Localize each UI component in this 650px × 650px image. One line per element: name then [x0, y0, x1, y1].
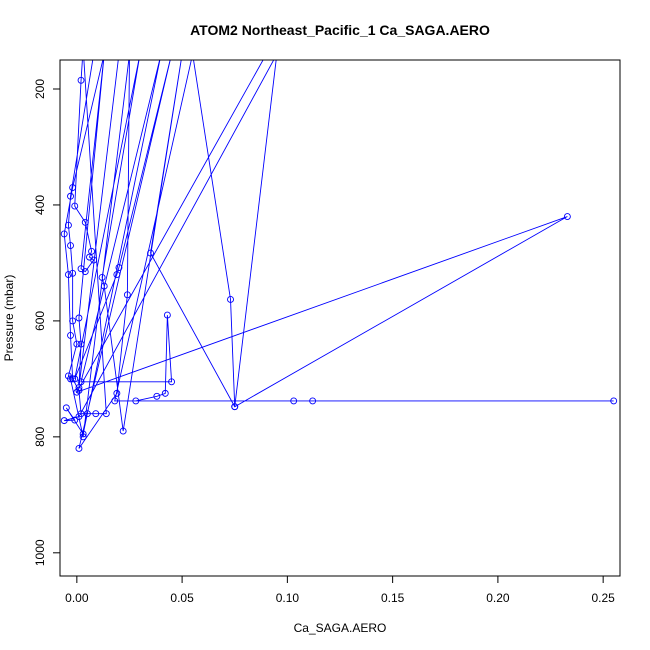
data-point [123, 291, 131, 299]
data-point [62, 404, 70, 412]
data-point [71, 416, 79, 424]
data-point [168, 378, 176, 386]
x-tick-label: 0.25 [591, 591, 615, 605]
data-point [69, 269, 77, 277]
x-axis-label: Ca_SAGA.AERO [294, 621, 387, 635]
x-tick-label: 0.00 [65, 591, 89, 605]
data-point [161, 389, 169, 397]
data-point [290, 397, 298, 405]
data-point [79, 430, 87, 438]
data-point [163, 311, 171, 319]
data-point [75, 384, 83, 392]
data-point [115, 264, 123, 272]
x-tick-label: 0.10 [276, 591, 300, 605]
y-tick-label: 600 [33, 311, 47, 331]
data-point [98, 273, 106, 281]
data-point [77, 76, 85, 84]
data-point [102, 410, 110, 418]
data-point [67, 375, 74, 383]
data-point [71, 202, 79, 210]
data-point [563, 213, 571, 220]
data-point [132, 397, 140, 405]
data-point [119, 427, 127, 435]
data-point [73, 388, 81, 396]
data-point [77, 378, 85, 386]
data-point [113, 271, 121, 278]
data-point [67, 242, 74, 249]
data-point [113, 389, 121, 397]
data-point [75, 413, 83, 421]
y-axis: 200 400 600 800 1000 [33, 79, 61, 566]
data-point [71, 375, 79, 383]
data-point [64, 271, 72, 278]
y-tick-label: 400 [33, 195, 47, 215]
data-point [69, 317, 77, 325]
data-point [231, 403, 239, 411]
x-axis: 0.00 0.05 0.10 0.15 0.20 0.25 [65, 575, 615, 605]
data-point [88, 247, 96, 255]
data-point [75, 387, 83, 394]
data-point [64, 221, 72, 229]
chart-title: ATOM2 Northeast_Pacific_1 Ca_SAGA.AERO [190, 22, 490, 38]
data-point [610, 397, 618, 405]
data-point [77, 340, 85, 348]
x-tick-label: 0.05 [170, 591, 194, 605]
data-point [92, 410, 100, 418]
data-point [309, 397, 317, 405]
data-point [79, 433, 87, 441]
x-tick-label: 0.20 [486, 591, 510, 605]
data-point [73, 340, 81, 348]
data-point [83, 410, 91, 418]
data-point [147, 249, 154, 257]
series-layer [60, 60, 618, 452]
data-point [75, 314, 83, 322]
data-point [90, 256, 98, 264]
data-point [75, 444, 83, 452]
data-point [60, 230, 68, 238]
data-point [67, 331, 74, 339]
data-point [67, 192, 74, 200]
data-point [153, 392, 161, 400]
data-point [81, 218, 89, 226]
data-point [100, 282, 108, 290]
data-point [77, 265, 85, 273]
data-point [69, 184, 77, 192]
x-tick-label: 0.15 [381, 591, 405, 605]
y-tick-label: 800 [33, 427, 47, 447]
data-point [227, 295, 234, 303]
data-point [60, 417, 68, 425]
y-axis-label: Pressure (mbar) [2, 275, 16, 362]
y-tick-label: 1000 [33, 539, 47, 566]
y-tick-label: 200 [33, 79, 47, 99]
data-point [111, 397, 119, 405]
